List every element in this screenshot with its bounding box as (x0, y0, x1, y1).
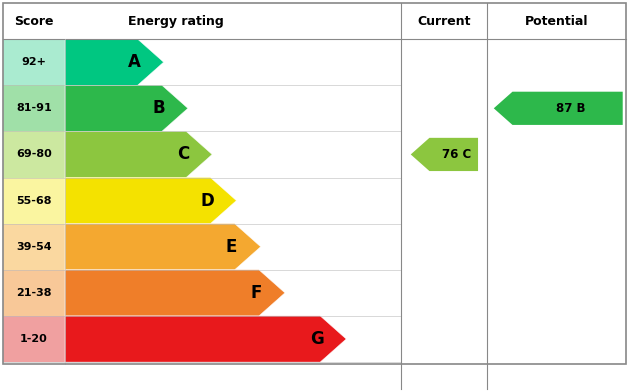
Polygon shape (65, 131, 212, 178)
Bar (3, 270, 65, 316)
Bar (3, 178, 65, 224)
Text: 21-38: 21-38 (16, 288, 52, 298)
Text: F: F (250, 284, 262, 302)
Bar (3, 85, 65, 131)
Polygon shape (65, 39, 164, 85)
Bar (3, 131, 65, 178)
Text: E: E (226, 238, 237, 256)
Bar (3, 224, 65, 270)
Bar (3, 316, 65, 362)
Text: G: G (310, 330, 324, 348)
Text: Current: Current (418, 14, 471, 28)
Text: 81-91: 81-91 (16, 103, 52, 113)
Text: 1-20: 1-20 (20, 334, 48, 344)
Text: C: C (177, 145, 189, 163)
Text: 87 B: 87 B (556, 102, 586, 115)
Text: 92+: 92+ (21, 57, 47, 67)
Text: 76 C: 76 C (442, 148, 472, 161)
Polygon shape (494, 92, 623, 125)
Polygon shape (411, 138, 478, 171)
Text: 69-80: 69-80 (16, 149, 52, 160)
Bar (3, 39, 65, 85)
Text: Score: Score (14, 14, 53, 28)
Text: Energy rating: Energy rating (128, 14, 223, 28)
Text: A: A (128, 53, 141, 71)
Text: Potential: Potential (525, 14, 588, 28)
Text: 55-68: 55-68 (16, 196, 52, 206)
Text: D: D (200, 192, 214, 210)
Polygon shape (65, 316, 346, 362)
Polygon shape (65, 178, 237, 224)
Polygon shape (65, 224, 260, 270)
Text: B: B (152, 99, 165, 117)
Text: 39-54: 39-54 (16, 242, 52, 252)
Polygon shape (65, 270, 285, 316)
Polygon shape (65, 85, 188, 131)
